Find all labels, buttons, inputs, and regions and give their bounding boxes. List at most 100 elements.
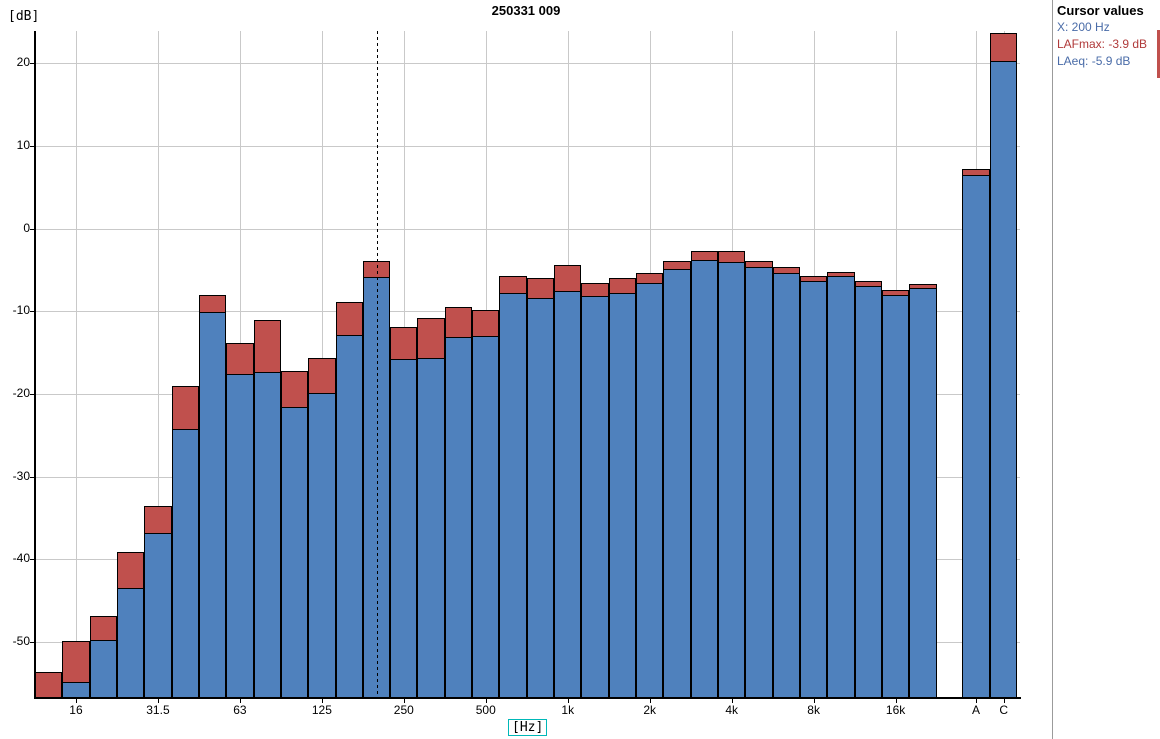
band-630-laeq-segment[interactable] — [499, 293, 527, 698]
band-500-laeq-segment[interactable] — [472, 336, 500, 698]
band-800-laeq-segment[interactable] — [526, 297, 555, 698]
cursor-line[interactable] — [376, 31, 378, 698]
band-160-lafmax-segment[interactable] — [335, 302, 363, 337]
band-16-lafmax-segment[interactable] — [62, 641, 90, 683]
x-tick-label: 125 — [311, 703, 332, 717]
band-63-lafmax-segment[interactable] — [226, 342, 254, 376]
band-16-laeq-segment[interactable] — [62, 681, 90, 698]
y-tick-label: -30 — [12, 468, 30, 483]
band-1.25k-laeq-segment[interactable] — [581, 296, 609, 698]
x-tick-label: 4k — [725, 703, 738, 717]
band-1.6k-laeq-segment[interactable] — [608, 293, 637, 698]
y-tick-label: 0 — [23, 220, 30, 235]
x-axis-line — [34, 697, 1021, 699]
band-80-lafmax-segment[interactable] — [253, 320, 281, 374]
band-315-laeq-segment[interactable] — [417, 358, 445, 698]
band-125-lafmax-segment[interactable] — [308, 358, 336, 395]
band-8k-laeq-segment[interactable] — [799, 281, 828, 698]
band-400-lafmax-segment[interactable] — [444, 307, 473, 338]
band-25-lafmax-segment[interactable] — [116, 551, 145, 590]
y-tick-mark — [30, 559, 34, 561]
cursor-lafmax-readout: LAFmax: -3.9 dB — [1057, 37, 1148, 51]
broadband-C-laeq-segment[interactable] — [990, 60, 1018, 698]
x-tick-label: 1k — [561, 703, 575, 717]
band-1.6k-lafmax-segment[interactable] — [608, 278, 637, 294]
band-315-lafmax-segment[interactable] — [417, 317, 445, 360]
x-tick-label: 2k — [643, 703, 657, 717]
screen-edge-artifact — [1157, 30, 1160, 78]
band-500-lafmax-segment[interactable] — [472, 309, 500, 337]
band-1.25k-lafmax-segment[interactable] — [581, 283, 609, 298]
band-160-laeq-segment[interactable] — [335, 335, 363, 698]
plot-area[interactable] — [35, 31, 1020, 698]
band-630-lafmax-segment[interactable] — [499, 275, 527, 294]
x-tick-mark — [813, 699, 815, 703]
x-tick-mark — [321, 699, 323, 703]
band-100-lafmax-segment[interactable] — [280, 370, 309, 409]
band-20k-laeq-segment[interactable] — [909, 288, 937, 698]
band-80-laeq-segment[interactable] — [253, 372, 281, 698]
x-tick-mark — [403, 699, 405, 703]
band-2k-laeq-segment[interactable] — [636, 283, 664, 698]
band-125-laeq-segment[interactable] — [308, 393, 336, 698]
band-50-lafmax-segment[interactable] — [198, 294, 227, 314]
band-63-laeq-segment[interactable] — [226, 374, 254, 698]
band-4k-laeq-segment[interactable] — [718, 262, 746, 698]
gridline-vertical — [157, 31, 159, 698]
x-tick-label: 63 — [233, 703, 247, 717]
band-10k-laeq-segment[interactable] — [827, 276, 855, 698]
band-12.5-lafmax-segment[interactable] — [35, 671, 63, 698]
band-400-laeq-segment[interactable] — [444, 336, 473, 698]
y-tick-mark — [30, 145, 34, 147]
band-31.5-laeq-segment[interactable] — [144, 532, 172, 698]
band-1k-laeq-segment[interactable] — [554, 291, 582, 698]
spectrum-chart: 250331 009 [dB] [Hz] 20 10 0 -10 -20 -30 -40 -5… — [8, 3, 1021, 736]
x-tick-mark — [485, 699, 487, 703]
x-tick-label: 31.5 — [146, 703, 170, 717]
band-2.5k-laeq-segment[interactable] — [663, 269, 691, 698]
band-40-lafmax-segment[interactable] — [171, 385, 199, 430]
y-tick-mark — [30, 63, 34, 65]
x-tick-label: 16k — [885, 703, 906, 717]
band-250-laeq-segment[interactable] — [390, 359, 418, 698]
band-100-laeq-segment[interactable] — [280, 407, 309, 698]
gridline-horizontal — [35, 63, 1020, 65]
band-250-lafmax-segment[interactable] — [390, 326, 418, 361]
y-tick-mark — [30, 311, 34, 313]
x-tick-mark — [239, 699, 241, 703]
y-tick-mark — [30, 393, 34, 395]
x-tick-mark — [75, 699, 77, 703]
band-40-laeq-segment[interactable] — [171, 428, 199, 698]
x-tick-mark — [1003, 699, 1005, 703]
band-20-lafmax-segment[interactable] — [89, 616, 117, 642]
band-3.15k-laeq-segment[interactable] — [690, 259, 718, 698]
band-1k-lafmax-segment[interactable] — [554, 264, 582, 293]
band-25-laeq-segment[interactable] — [116, 588, 145, 698]
band-5k-laeq-segment[interactable] — [745, 267, 773, 698]
x-tick-mark — [157, 699, 159, 703]
band-800-lafmax-segment[interactable] — [526, 278, 555, 299]
broadband-A-laeq-segment[interactable] — [962, 174, 990, 698]
broadband-C-lafmax-segment[interactable] — [990, 32, 1018, 62]
cursor-values-panel: Cursor values X: 200 Hz LAFmax: -3.9 dB … — [1052, 0, 1160, 739]
band-12.5k-laeq-segment[interactable] — [854, 286, 882, 698]
band-31.5-lafmax-segment[interactable] — [144, 506, 172, 534]
x-tick-label: 8k — [807, 703, 820, 717]
x-tick-label: 16 — [69, 703, 83, 717]
gridline-horizontal — [35, 145, 1020, 147]
band-16k-laeq-segment[interactable] — [881, 295, 910, 698]
band-6.3k-laeq-segment[interactable] — [772, 273, 800, 698]
x-tick-label: A — [971, 703, 980, 717]
x-tick-label: C — [999, 703, 1008, 717]
band-50-laeq-segment[interactable] — [198, 312, 227, 698]
x-tick-label: 500 — [475, 703, 496, 717]
y-tick-label: -40 — [12, 551, 30, 566]
x-tick-label: 250 — [393, 703, 414, 717]
y-axis-line — [34, 31, 36, 698]
band-20-laeq-segment[interactable] — [89, 640, 117, 698]
y-tick-mark — [30, 476, 34, 478]
x-axis-unit-label: [Hz] — [508, 719, 548, 736]
gridline-vertical — [75, 31, 77, 698]
cursor-laeq-readout: LAeq: -5.9 dB — [1057, 54, 1131, 68]
